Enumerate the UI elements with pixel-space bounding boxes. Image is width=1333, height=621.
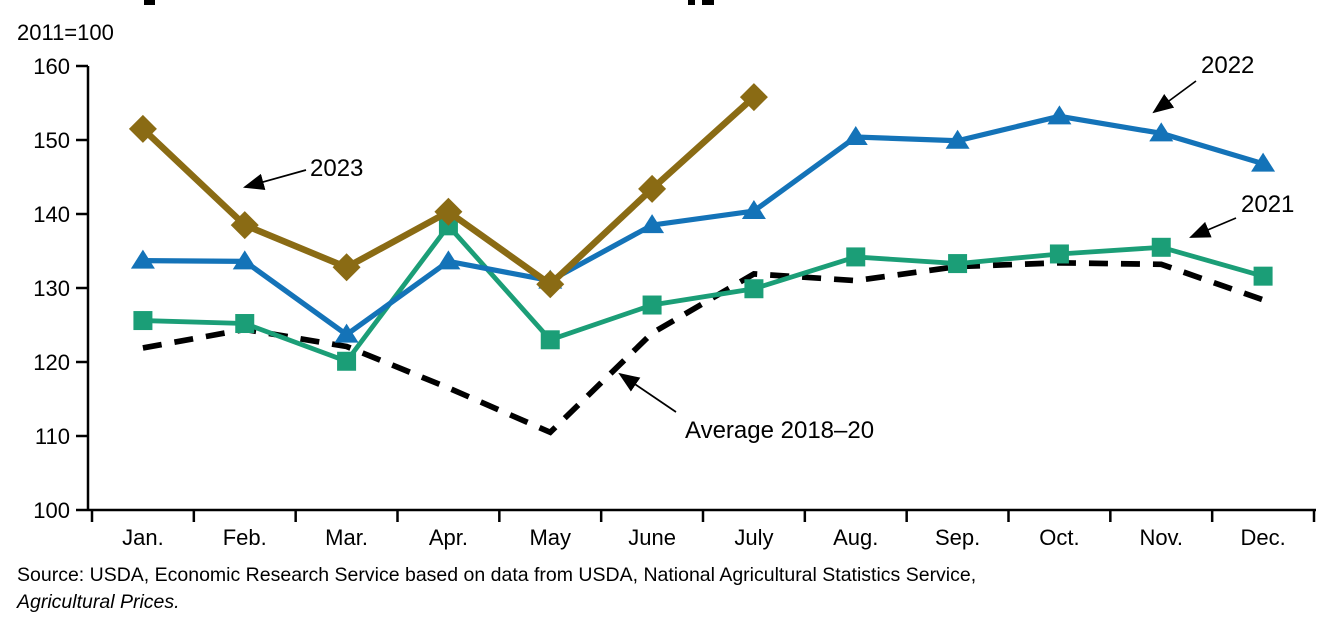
square-marker <box>1151 237 1171 257</box>
square-marker <box>438 216 458 236</box>
series-label-Average 2018–20: Average 2018–20 <box>685 417 874 444</box>
diamond-marker <box>739 83 768 112</box>
series-line-2021 <box>142 222 1264 365</box>
square-marker <box>948 254 968 274</box>
series-label-2021: 2021 <box>1241 191 1294 218</box>
x-tick-label: Dec. <box>1240 525 1285 550</box>
y-tick-label: 160 <box>33 54 70 79</box>
series-2021 <box>133 216 1273 371</box>
square-marker <box>133 311 153 331</box>
clipped-title-fragment <box>702 0 714 5</box>
triangle-marker <box>640 214 665 234</box>
y-tick-label: 140 <box>33 202 70 227</box>
triangle-marker <box>232 250 257 270</box>
triangle-marker <box>1047 105 1072 125</box>
annotation-arrow-2023 <box>242 169 307 191</box>
x-tick-label: June <box>628 525 676 550</box>
annotation-arrow-Average 2018–20 <box>618 372 677 413</box>
diamond-marker <box>332 253 361 282</box>
x-tick-label: Sep. <box>935 525 980 550</box>
triangle-marker <box>436 250 461 270</box>
source-line-1: Source: USDA, Economic Research Service … <box>17 564 977 586</box>
x-tick-label: Jan. <box>122 525 164 550</box>
square-marker <box>846 247 866 267</box>
square-marker <box>642 295 662 315</box>
diamond-marker <box>230 211 259 240</box>
x-tick-label: Mar. <box>325 525 368 550</box>
x-tick-label: Nov. <box>1139 525 1183 550</box>
series-label-2023: 2023 <box>310 155 363 182</box>
x-tick-label: Aug. <box>833 525 878 550</box>
y-tick-label: 110 <box>35 424 70 449</box>
diamond-marker <box>536 270 565 299</box>
source-line-2: Agricultural Prices. <box>17 591 180 613</box>
x-tick-label: May <box>529 525 571 550</box>
annotation-arrow-2022 <box>1152 80 1197 114</box>
triangle-marker <box>1251 152 1276 172</box>
x-tick-label: Feb. <box>223 525 267 550</box>
square-marker <box>744 279 764 299</box>
triangle-marker <box>945 129 970 149</box>
series-2022 <box>130 105 1276 343</box>
y-tick-label: 150 <box>33 128 70 153</box>
diamond-marker <box>638 174 667 203</box>
y-tick-label: 120 <box>33 350 70 375</box>
square-marker <box>1253 266 1273 286</box>
square-marker <box>337 351 357 371</box>
triangle-marker <box>130 249 155 269</box>
x-tick-label: Oct. <box>1039 525 1079 550</box>
triangle-marker <box>741 200 766 220</box>
clipped-title-fragment <box>144 0 155 5</box>
triangle-marker <box>1149 122 1174 142</box>
x-tick-label: Apr. <box>429 525 468 550</box>
series-2023 <box>128 83 768 299</box>
square-marker <box>235 314 255 334</box>
diamond-marker <box>434 197 463 226</box>
diamond-marker <box>128 114 157 143</box>
source-note: Source: USDA, Economic Research Service … <box>17 562 976 616</box>
triangle-marker <box>843 126 868 146</box>
series-line-2022 <box>142 113 1264 338</box>
square-marker <box>1049 244 1069 264</box>
triangle-marker <box>334 323 359 343</box>
annotation-arrow-2021 <box>1189 217 1237 238</box>
series-label-2022: 2022 <box>1201 52 1254 79</box>
x-tick-label: July <box>734 525 773 550</box>
axis-unit-label: 2011=100 <box>17 20 114 45</box>
clipped-title-fragment <box>688 0 695 5</box>
y-tick-label: 100 <box>33 498 70 523</box>
square-marker <box>540 330 560 350</box>
y-tick-label: 130 <box>33 276 70 301</box>
